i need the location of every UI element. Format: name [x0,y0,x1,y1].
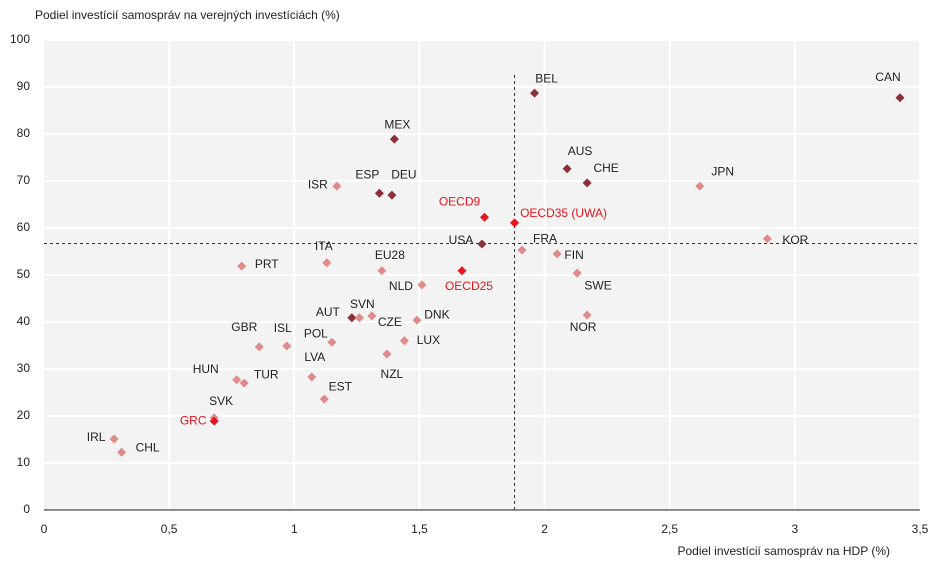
data-point [517,245,527,255]
data-point [322,258,332,268]
point-label: GRC [180,413,207,427]
point-label: ISR [308,177,328,191]
x-tick-label: 1,5 [411,522,428,536]
point-label: ESP [355,167,379,181]
point-label: EU28 [375,248,405,262]
data-point [572,268,582,278]
y-tick-label: 30 [17,361,31,375]
y-tick-label: 10 [17,455,31,469]
point-label: AUS [568,144,593,158]
x-tick-label: 0 [41,522,48,536]
x-tick-label: 1 [291,522,298,536]
data-point [382,349,392,359]
x-tick-label: 3,5 [912,522,929,536]
data-point [354,313,364,323]
point-label: AUT [316,305,341,319]
data-point [282,341,292,351]
x-axis-title: Podiel investícií samospráv na HDP (%) [677,544,890,558]
data-point [562,164,572,174]
point-label: POL [304,326,328,340]
data-point [399,336,409,346]
data-point [510,218,520,228]
data-point [367,311,377,321]
point-label: OECD9 [439,194,481,208]
data-point [377,266,387,276]
point-label: ITA [315,239,333,253]
data-point [209,416,219,426]
point-label: NOR [570,320,597,334]
y-tick-label: 80 [17,126,31,140]
data-point [582,310,592,320]
y-tick-label: 90 [17,79,31,93]
point-label: TUR [254,367,279,381]
data-point [412,315,422,325]
data-point [762,234,772,244]
data-point [457,266,467,276]
point-label: FIN [564,248,583,262]
data-point [254,342,264,352]
y-tick-label: 100 [10,32,30,46]
data-point [582,178,592,188]
point-label: KOR [782,233,808,247]
data-point [387,190,397,200]
data-point [332,181,342,191]
point-label: HUN [193,362,219,376]
x-tick-label: 2,5 [661,522,678,536]
data-point [477,239,487,249]
point-label: EST [329,379,353,393]
point-label: NZL [381,367,404,381]
point-label: NLD [389,279,413,293]
point-label: IRL [87,430,106,444]
point-label: CZE [378,315,402,329]
point-label: OECD25 [445,279,493,293]
x-tick-label: 3 [792,522,799,536]
y-tick-label: 40 [17,314,31,328]
y-tick-label: 60 [17,220,31,234]
data-point [327,337,337,347]
point-label: BEL [535,71,558,85]
y-axis-title: Podiel investícií samospráv na verejných… [35,8,340,22]
data-point [695,181,705,191]
data-point [530,88,540,98]
point-label: JPN [711,164,734,178]
point-label: CHL [136,440,160,454]
data-point [232,375,242,385]
point-label: USA [449,233,474,247]
data-point [109,434,119,444]
data-point [374,188,384,198]
data-point [552,249,562,259]
point-label: OECD35 (UWA) [520,206,607,220]
data-point [307,372,317,382]
point-label: CAN [875,70,900,84]
y-tick-label: 70 [17,173,31,187]
data-point [239,378,249,388]
data-point [117,447,127,457]
data-point [895,93,905,103]
point-label: LVA [304,350,325,364]
point-label: PRT [255,257,279,271]
data-point [319,394,329,404]
x-tick-label: 2 [541,522,548,536]
point-label: MEX [384,117,410,131]
y-tick-label: 20 [17,408,31,422]
x-tick-label: 0,5 [161,522,178,536]
point-label: SVK [209,394,233,408]
y-tick-label: 50 [17,267,31,281]
point-label: LUX [417,333,440,347]
point-label: DNK [424,307,449,321]
y-tick-label: 0 [23,502,30,516]
point-label: SWE [584,278,611,292]
data-point [480,212,490,222]
point-label: SVN [350,297,375,311]
data-point [237,261,247,271]
point-label: DEU [391,167,416,181]
point-label: FRA [533,231,557,245]
point-label: GBR [231,320,257,334]
data-point [417,280,427,290]
data-point [347,313,357,323]
point-label: ISL [274,321,292,335]
point-label: CHE [593,161,618,175]
data-point [389,134,399,144]
